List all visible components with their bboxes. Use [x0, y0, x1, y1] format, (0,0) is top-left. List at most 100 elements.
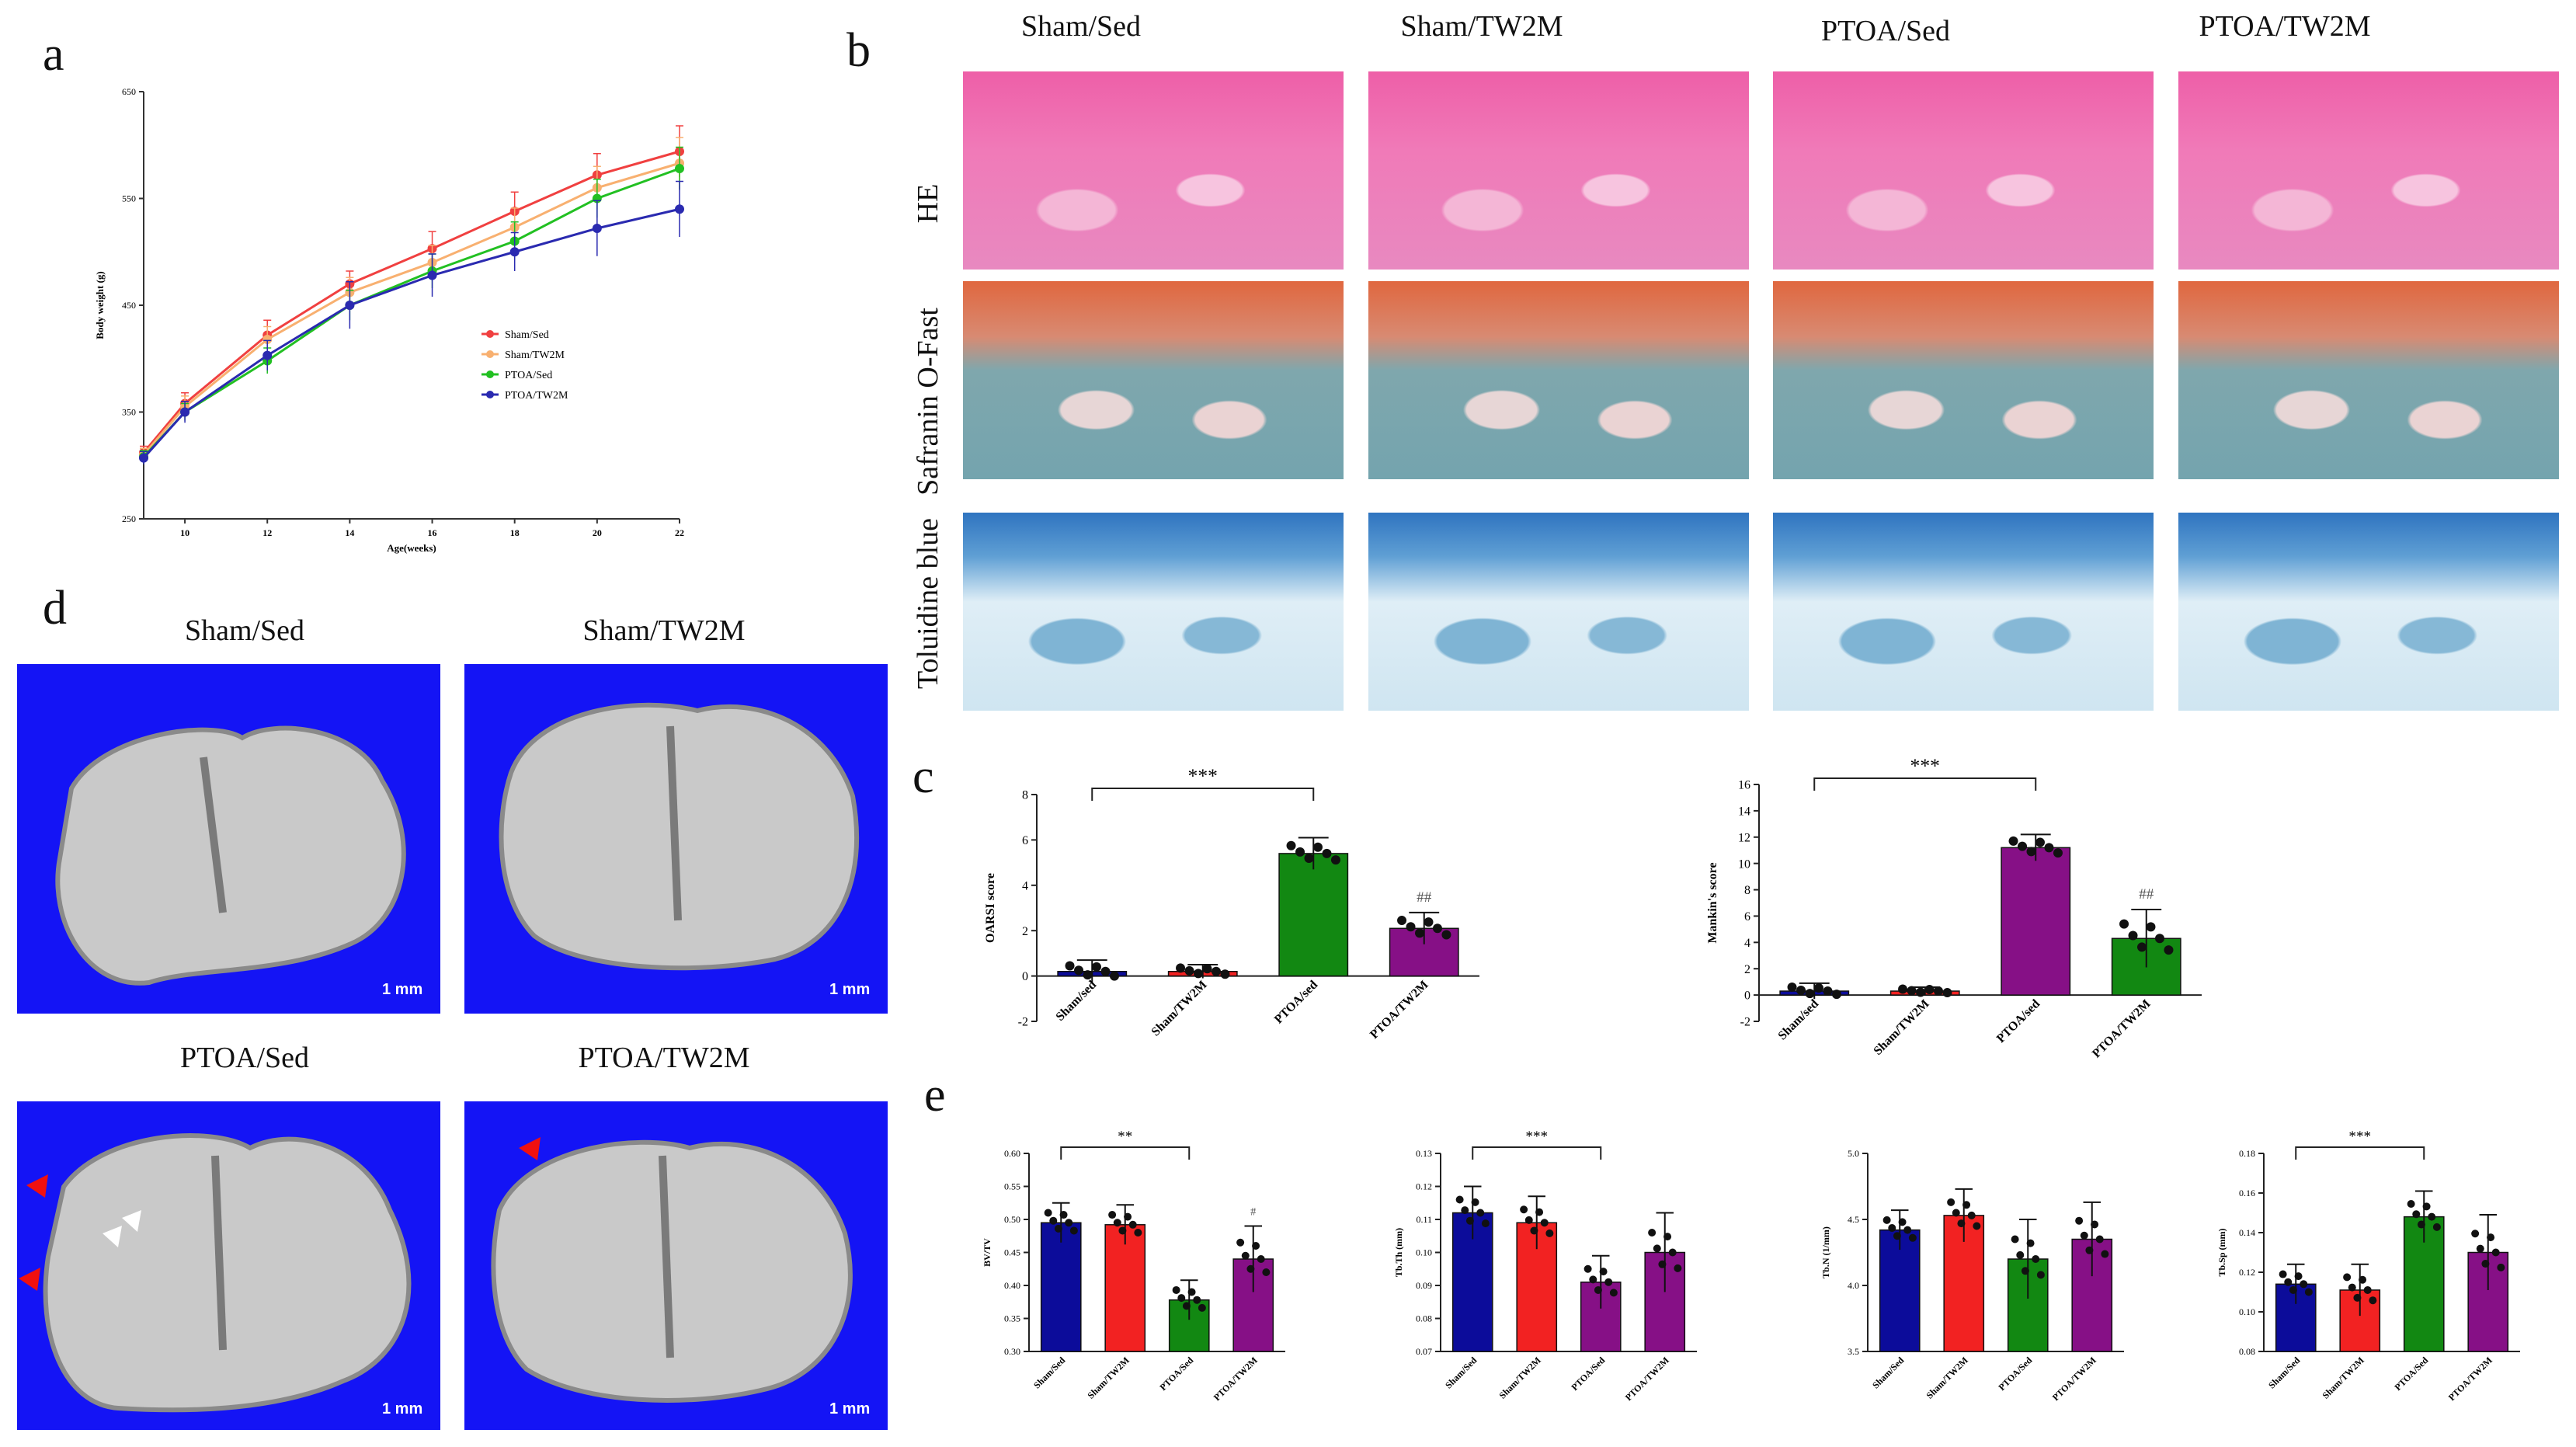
x-tick-label: 20 — [593, 527, 602, 538]
data-dot — [1908, 1233, 1917, 1242]
bar — [1278, 853, 1349, 977]
data-dot — [1455, 1195, 1464, 1204]
data-point — [427, 270, 437, 280]
y-tick-label: 0.12 — [1416, 1181, 1432, 1192]
data-dot — [1295, 847, 1305, 857]
data-dot — [1903, 1226, 1912, 1234]
x-tick-label: PTOA/TW2M — [1623, 1355, 1671, 1403]
x-tick-label: PTOA/Sed — [1996, 1355, 2034, 1393]
histology-image — [2178, 281, 2559, 479]
histology-image — [963, 281, 1344, 479]
data-dot — [1286, 840, 1296, 850]
y-tick-label: 4.0 — [1848, 1280, 1859, 1291]
data-dot — [2471, 1230, 2480, 1238]
x-tick-label: PTOA/Sed — [1569, 1355, 1607, 1393]
data-dot — [1599, 1268, 1608, 1276]
x-tick-label: 14 — [345, 527, 354, 538]
data-dot — [1907, 986, 1917, 996]
y-axis-label: Tb.N (1/mm) — [1820, 1226, 1831, 1278]
data-dot — [1805, 989, 1815, 999]
y-tick-label: 0.18 — [2239, 1148, 2255, 1159]
microct-title: PTOA/TW2M — [578, 1042, 750, 1074]
data-dot — [2128, 930, 2138, 941]
data-dot — [1823, 986, 1833, 997]
data-dot — [2091, 1220, 2099, 1229]
y-tick-label: 0.45 — [1004, 1247, 1020, 1258]
data-dot — [1967, 1211, 1976, 1219]
data-dot — [1947, 1198, 1955, 1206]
tbth-chart: 0.07 0.08 0.09 0.10 0.11 0.12 0.13 Tb.Th (mm) Sh… — [1393, 1129, 1697, 1403]
significance-bracket — [1091, 788, 1315, 801]
data-dot — [1653, 1244, 1661, 1253]
data-dot — [1648, 1229, 1656, 1237]
histo-group-title: PTOA/Sed — [1820, 15, 1951, 47]
data-dot — [1198, 1303, 1206, 1312]
histology-image — [1368, 513, 1749, 711]
x-tick-label: PTOA/TW2M — [1368, 978, 1431, 1042]
data-dot — [2487, 1233, 2495, 1242]
data-dot — [1962, 1201, 1971, 1209]
bar — [2001, 847, 2071, 996]
data-point — [675, 204, 684, 214]
y-axis-label: Mankin's score — [1706, 862, 1719, 943]
y-tick-label: 0.50 — [1004, 1214, 1020, 1225]
x-tick-label: PTOA/TW2M — [2090, 997, 2154, 1061]
data-dot — [1609, 1289, 1618, 1297]
legend-marker — [486, 330, 494, 338]
data-dot — [1172, 1285, 1180, 1294]
x-tick-label: 18 — [510, 527, 520, 538]
data-dot — [2289, 1285, 2297, 1294]
microct-title: Sham/Sed — [184, 614, 305, 647]
data-dot — [2294, 1272, 2303, 1281]
data-dot — [1540, 1219, 1549, 1227]
data-dot — [2363, 1285, 2372, 1294]
data-point — [675, 164, 684, 173]
data-dot — [1236, 1238, 1245, 1247]
data-dot — [1059, 1211, 1068, 1219]
y-axis-label: Tb.Sp (mm) — [2216, 1228, 2227, 1276]
data-dot — [1182, 1302, 1191, 1310]
y-axis-label: OARSI score — [984, 873, 997, 943]
data-dot — [2021, 1267, 2029, 1275]
histology-image — [1773, 281, 2154, 479]
x-tick-label: PTOA/TW2M — [1212, 1355, 1260, 1403]
x-tick-label: Sham/TW2M — [1085, 1355, 1131, 1400]
scale-bar: 1 mm — [829, 981, 871, 998]
data-dot — [2095, 1235, 2104, 1244]
data-dot — [2075, 1216, 2084, 1225]
scale-bar: 1 mm — [382, 981, 423, 998]
significance-label: *** — [2348, 1129, 2371, 1145]
x-tick-label: Sham/TW2M — [1924, 1355, 1969, 1400]
data-dot — [1124, 1212, 1132, 1221]
x-tick-label: PTOA/sed — [1272, 978, 1320, 1026]
data-dot — [1406, 922, 1416, 932]
data-dot — [1330, 855, 1340, 865]
x-tick-label: 16 — [428, 527, 437, 538]
y-tick-label: 12 — [1738, 831, 1750, 844]
data-dot — [1465, 1216, 1474, 1225]
data-dot — [1257, 1255, 1265, 1263]
data-dot — [1520, 1205, 1528, 1214]
data-dot — [1957, 1219, 1966, 1228]
data-dot — [2422, 1202, 2431, 1211]
y-tick-label: 6 — [1022, 834, 1028, 847]
y-tick-label: 0.16 — [2239, 1188, 2255, 1198]
x-tick-label: Sham/TW2M — [2320, 1355, 2366, 1400]
panel-label-d: d — [43, 582, 67, 635]
data-dot — [1184, 965, 1194, 976]
data-dot — [1194, 969, 1204, 979]
x-tick-label: PTOA/Sed — [1157, 1355, 1195, 1393]
y-tick-label: 0.08 — [2239, 1346, 2255, 1357]
histo-group-title: PTOA/TW2M — [2199, 10, 2371, 43]
y-tick-label: 8 — [1022, 789, 1028, 802]
histology-image — [1773, 71, 2154, 270]
y-tick-label: 0.10 — [1416, 1247, 1432, 1258]
significance-bracket — [2295, 1146, 2425, 1160]
histology-image — [2178, 71, 2559, 270]
x-tick-label: 22 — [675, 527, 684, 538]
data-dot — [2016, 1250, 2025, 1259]
y-tick-label: 0.08 — [1416, 1313, 1432, 1324]
data-dot — [1604, 1278, 1613, 1286]
data-dot — [1796, 986, 1806, 996]
x-tick-label: Sham/Sed — [2266, 1355, 2302, 1390]
